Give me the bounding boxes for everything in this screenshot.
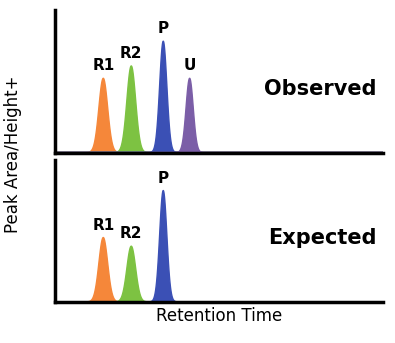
Text: P: P xyxy=(158,21,169,36)
X-axis label: Retention Time: Retention Time xyxy=(156,307,282,326)
Text: Expected: Expected xyxy=(268,228,376,248)
Text: P: P xyxy=(158,170,169,186)
Text: R1: R1 xyxy=(92,217,115,233)
Text: Peak Area/Height+: Peak Area/Height+ xyxy=(4,75,22,233)
Text: Observed: Observed xyxy=(264,79,376,98)
Text: R2: R2 xyxy=(120,226,143,241)
Text: U: U xyxy=(183,58,196,73)
Text: R2: R2 xyxy=(120,46,143,61)
Text: R1: R1 xyxy=(92,58,115,73)
